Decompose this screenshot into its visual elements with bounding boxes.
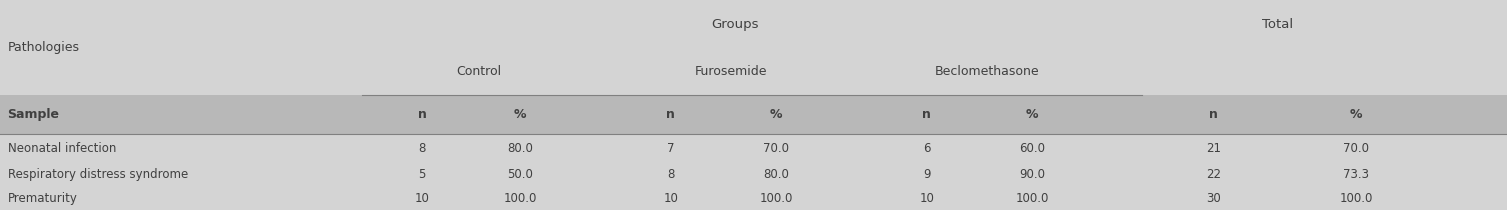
Bar: [0, 187, 1507, 210]
Text: 7: 7: [668, 142, 674, 155]
Text: n: n: [417, 108, 426, 121]
Text: n: n: [666, 108, 675, 121]
Text: 60.0: 60.0: [1019, 142, 1046, 155]
Text: 10: 10: [663, 192, 678, 205]
Bar: [0, 94, 1507, 134]
Text: Total: Total: [1261, 18, 1293, 31]
Text: 100.0: 100.0: [1016, 192, 1049, 205]
Text: Furosemide: Furosemide: [695, 65, 767, 78]
Text: 5: 5: [419, 168, 425, 181]
Bar: [0, 0, 1507, 48]
Text: 90.0: 90.0: [1019, 168, 1046, 181]
Text: 9: 9: [924, 168, 930, 181]
Text: Control: Control: [457, 65, 500, 78]
Text: 50.0: 50.0: [506, 168, 533, 181]
Text: 80.0: 80.0: [763, 168, 790, 181]
Text: 73.3: 73.3: [1343, 168, 1370, 181]
Text: %: %: [1350, 108, 1362, 121]
Text: %: %: [770, 108, 782, 121]
Text: Sample: Sample: [8, 108, 60, 121]
Bar: [0, 162, 1507, 187]
Text: 10: 10: [414, 192, 429, 205]
Text: Respiratory distress syndrome: Respiratory distress syndrome: [8, 168, 188, 181]
Text: 70.0: 70.0: [1343, 142, 1370, 155]
Text: Groups: Groups: [711, 18, 758, 31]
Text: 70.0: 70.0: [763, 142, 790, 155]
Text: n: n: [1209, 108, 1218, 121]
Text: %: %: [1026, 108, 1038, 121]
Text: 100.0: 100.0: [503, 192, 536, 205]
Text: 21: 21: [1206, 142, 1221, 155]
Text: Beclomethasone: Beclomethasone: [934, 65, 1040, 78]
Bar: [0, 134, 1507, 162]
Text: 8: 8: [419, 142, 425, 155]
Text: 100.0: 100.0: [1340, 192, 1373, 205]
Text: 8: 8: [668, 168, 674, 181]
Text: Pathologies: Pathologies: [8, 41, 80, 54]
Text: 80.0: 80.0: [506, 142, 533, 155]
Text: Neonatal infection: Neonatal infection: [8, 142, 116, 155]
Text: n: n: [922, 108, 931, 121]
Text: 6: 6: [924, 142, 930, 155]
Text: 22: 22: [1206, 168, 1221, 181]
Text: Prematurity: Prematurity: [8, 192, 77, 205]
Text: 10: 10: [919, 192, 934, 205]
Bar: [0, 48, 1507, 94]
Text: 30: 30: [1206, 192, 1221, 205]
Text: 100.0: 100.0: [760, 192, 793, 205]
Text: %: %: [514, 108, 526, 121]
